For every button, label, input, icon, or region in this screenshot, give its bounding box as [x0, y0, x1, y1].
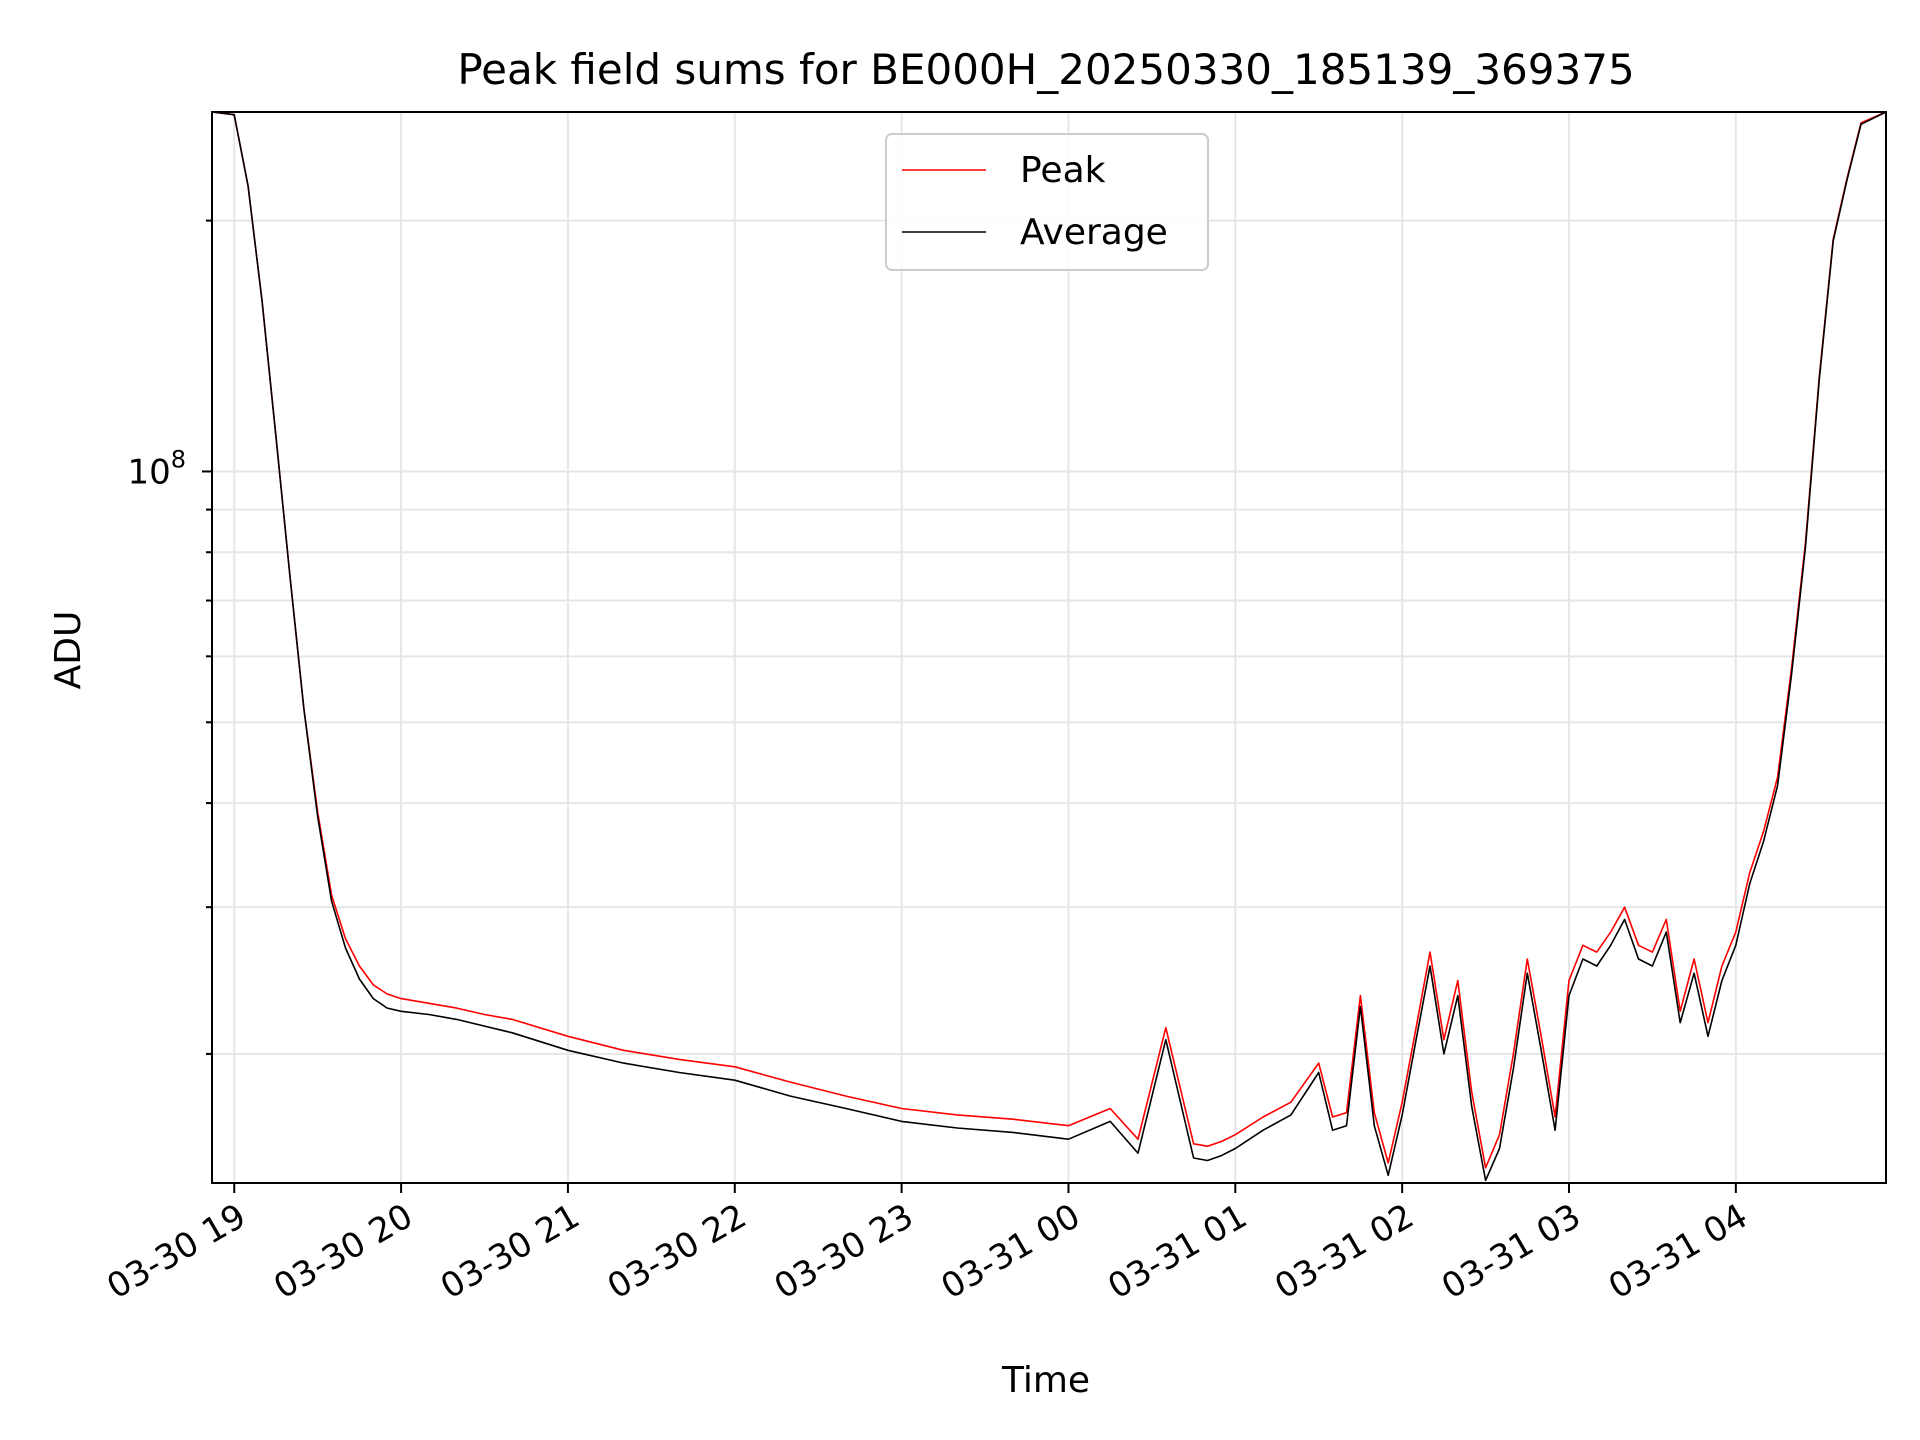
series-line-peak	[211, 111, 1887, 1169]
series-layer	[211, 111, 1887, 1182]
y-axis-label: ADU	[48, 611, 89, 690]
legend-label-average: Average	[1020, 212, 1168, 253]
legend-label-peak: Peak	[1020, 150, 1106, 191]
series-line-average	[211, 111, 1887, 1182]
legend-box	[885, 133, 1209, 271]
chart-title: Peak field sums for BE000H_20250330_1851…	[457, 45, 1634, 94]
axes-frame	[211, 111, 1887, 1184]
x-axis-label: Time	[1001, 1360, 1090, 1401]
legend: Peak Average	[885, 133, 1209, 271]
grid	[212, 112, 1886, 1183]
y-tick-label: 108	[127, 445, 186, 492]
